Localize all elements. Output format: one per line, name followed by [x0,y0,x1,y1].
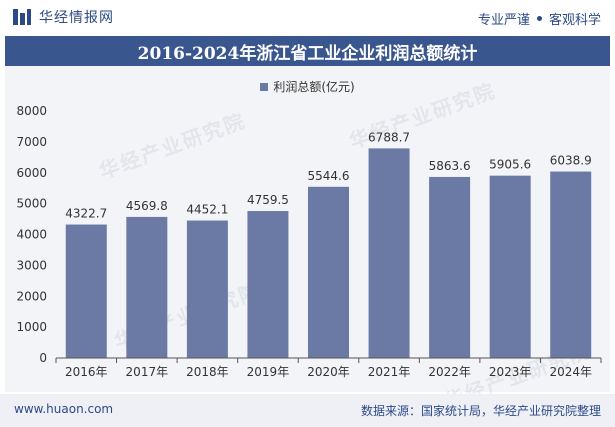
slogan-right: 客观科学 [548,13,601,28]
x-tick-label: 2017年 [126,365,169,379]
bar [368,148,410,358]
brand: 华经情报网 [12,7,114,27]
legend-swatch-icon [260,82,269,91]
y-tick-label: 8000 [16,104,47,118]
data-label: 4759.5 [247,193,289,207]
x-tick-label: 2024年 [549,365,592,379]
y-axis-ticks: 0 1000 2000 3000 4000 5000 6000 7000 8000 [16,104,47,365]
slogan-dot-icon [536,16,542,21]
slogan-left: 专业严谨 [477,13,530,28]
data-label: 5905.6 [489,158,531,172]
x-axis-labels: 2016年 2017年 2018年 2019年 2020年 2021年 2022年 2023年… [55,358,602,379]
brand-logo-icon [13,9,31,25]
data-label: 6788.7 [368,130,410,144]
title-bar: 2016-2024年浙江省工业企业利润总额统计 [5,36,610,66]
data-label: 6038.9 [550,154,592,168]
brand-name: 华经情报网 [39,10,114,26]
data-label: 4452.1 [186,203,228,217]
y-tick-label: 5000 [16,197,47,211]
bar [247,211,289,358]
bar-chart: 0 1000 2000 3000 4000 5000 6000 7000 8000 4322.7… [16,104,602,379]
bar [308,186,349,358]
legend: 利润总额(亿元) [0,78,615,95]
footer: www.huaon.com 数据来源：国家统计局，华经产业研究院整理 [0,394,615,427]
x-tick-label: 2022年 [428,365,471,379]
bar [429,176,471,358]
x-tick-label: 2020年 [307,365,350,379]
data-label: 4322.7 [65,207,107,221]
legend-label: 利润总额(亿元) [273,80,355,94]
y-tick-label: 3000 [16,258,47,272]
y-tick-label: 7000 [16,135,47,149]
y-tick-label: 4000 [16,228,47,242]
data-label: 5544.6 [308,169,350,183]
bar [65,224,107,358]
slogan: 专业严谨 客观科学 [478,9,601,28]
value-labels: 4322.7 4569.8 4452.1 4759.5 5544.6 6788.7 5863… [65,130,591,220]
bar [489,175,531,358]
chart-title: 2016-2024年浙江省工业企业利润总额统计 [137,43,478,64]
bars [65,148,592,358]
x-tick-label: 2016年 [65,365,108,379]
x-tick-label: 2023年 [489,365,532,379]
footer-source: 数据来源：国家统计局，华经产业研究院整理 [360,404,601,418]
x-tick-label: 2019年 [247,365,290,379]
y-tick-label: 2000 [16,289,47,303]
data-label: 4569.8 [126,199,168,213]
y-tick-label: 0 [39,351,47,365]
bar [186,220,228,358]
bar [126,216,168,358]
data-label: 5863.6 [429,159,471,173]
y-tick-label: 6000 [16,166,47,180]
top-bar: 华经情报网 专业严谨 客观科学 [0,0,615,34]
bar [550,171,592,358]
y-tick-label: 1000 [16,320,47,334]
x-tick-label: 2021年 [368,365,411,379]
x-tick-label: 2018年 [186,365,229,379]
footer-site: www.huaon.com [14,402,114,416]
